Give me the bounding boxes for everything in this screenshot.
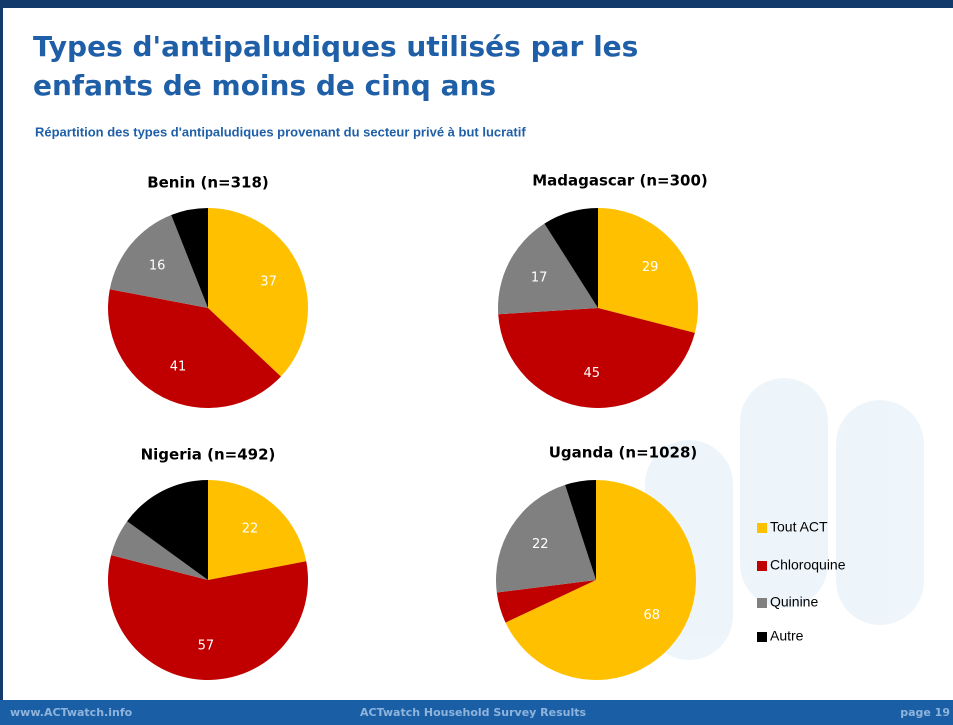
legend-label: Autre xyxy=(770,628,804,644)
top-bar xyxy=(0,0,953,8)
value-label: 16 xyxy=(149,258,166,273)
left-edge xyxy=(0,0,3,725)
slide-title: enfants de moins de cinq ans xyxy=(33,69,496,102)
slide: Types d'antipaludiques utilisés par les … xyxy=(0,0,953,725)
pie-title: Nigeria (n=492) xyxy=(141,446,276,464)
footer-left: www.ACTwatch.info xyxy=(10,706,133,719)
legend-swatch xyxy=(757,632,767,642)
pill xyxy=(740,378,828,608)
value-label: 68 xyxy=(643,608,660,623)
legend-swatch xyxy=(757,523,767,533)
legend-label: Tout ACT xyxy=(770,519,828,535)
value-label: 22 xyxy=(532,537,549,552)
footer-right: page 19 xyxy=(900,706,950,719)
legend-label: Quinine xyxy=(770,594,818,610)
footer-center: ACTwatch Household Survey Results xyxy=(360,706,587,719)
subtitle: Répartition des types d'antipaludiques p… xyxy=(35,124,526,139)
slide-title: Types d'antipaludiques utilisés par les xyxy=(33,30,638,63)
value-label: 57 xyxy=(198,638,215,653)
pie-title: Uganda (n=1028) xyxy=(549,444,698,462)
legend-label: Chloroquine xyxy=(770,557,846,573)
value-label: 17 xyxy=(531,271,548,286)
value-label: 45 xyxy=(584,366,601,381)
legend-swatch xyxy=(757,561,767,571)
pie-title: Benin (n=318) xyxy=(147,174,269,192)
value-label: 29 xyxy=(642,260,659,275)
pie-title: Madagascar (n=300) xyxy=(532,172,708,190)
legend-swatch xyxy=(757,598,767,608)
value-label: 22 xyxy=(242,522,259,537)
pill xyxy=(836,400,924,625)
value-label: 37 xyxy=(260,274,277,289)
value-label: 41 xyxy=(170,359,187,374)
